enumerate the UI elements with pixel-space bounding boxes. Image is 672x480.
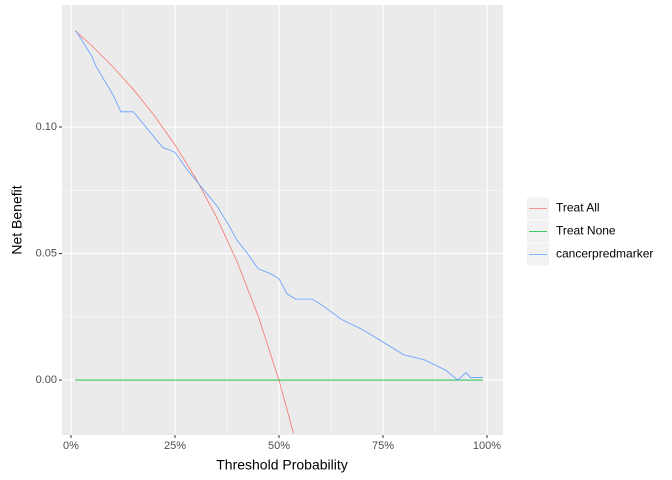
grid	[62, 5, 503, 435]
legend-label: Treat All	[556, 201, 600, 215]
series-line	[75, 30, 483, 381]
x-axis-title: Threshold Probability	[216, 457, 348, 473]
panel	[62, 5, 503, 435]
y-tick-label: 0.00	[36, 374, 57, 386]
x-tick-label: 50%	[268, 440, 290, 452]
ticks: 0.00 0.05 0.10 0% 25% 50% 75% 100%	[36, 121, 502, 452]
legend-label: Treat None	[556, 224, 616, 238]
series-line	[74, 30, 294, 434]
legend-label: cancerpredmarker	[556, 247, 653, 261]
x-tick-label: 25%	[164, 440, 186, 452]
legend: Treat All Treat None cancerpredmarker	[527, 197, 653, 266]
x-tick-label: 0%	[63, 440, 79, 452]
y-tick-label: 0.05	[36, 247, 57, 259]
y-axis-title: Net Benefit	[9, 185, 25, 254]
x-tick-label: 75%	[372, 440, 394, 452]
lines	[74, 30, 483, 434]
y-tick-label: 0.10	[36, 121, 57, 133]
x-tick-label: 100%	[473, 440, 501, 452]
